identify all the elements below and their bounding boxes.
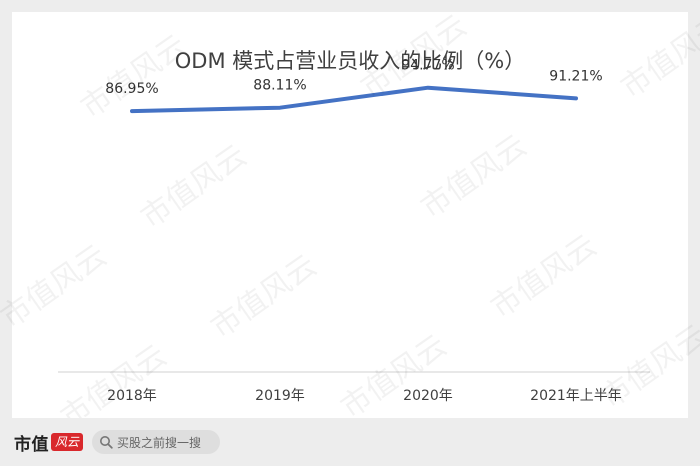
search-icon <box>100 436 113 449</box>
data-label: 91.21% <box>549 68 602 84</box>
data-label: 88.11% <box>253 78 306 94</box>
search-placeholder: 买股之前搜一搜 <box>117 435 202 450</box>
footer-bar: 市值 风云 买股之前搜一搜 <box>0 418 700 466</box>
data-label: 86.95% <box>105 81 158 97</box>
x-tick-label: 2019年 <box>255 388 305 404</box>
brand-logo[interactable]: 市值 风云 <box>14 431 84 455</box>
x-tick-label: 2020年 <box>403 388 453 404</box>
chart-card: ODM 模式占营业员收入的比例（%） 2018年 2019年 2020年 2021年上… <box>0 8 700 435</box>
x-tick-label: 2018年 <box>107 388 157 404</box>
search-box[interactable]: 买股之前搜一搜 <box>92 430 220 454</box>
brand-mark: 风云 <box>51 433 84 451</box>
chart-title: ODM 模式占营业员收入的比例（%） <box>174 49 526 73</box>
series-line <box>130 85 578 114</box>
line-chart: 2018年 2019年 2020年 2021年上半年 86.95% 88.11% 94.77… <box>58 58 650 404</box>
data-label: 94.77% <box>401 58 454 74</box>
x-tick-label: 2021年上半年 <box>530 388 622 404</box>
brand-text: 市值 <box>14 434 49 455</box>
